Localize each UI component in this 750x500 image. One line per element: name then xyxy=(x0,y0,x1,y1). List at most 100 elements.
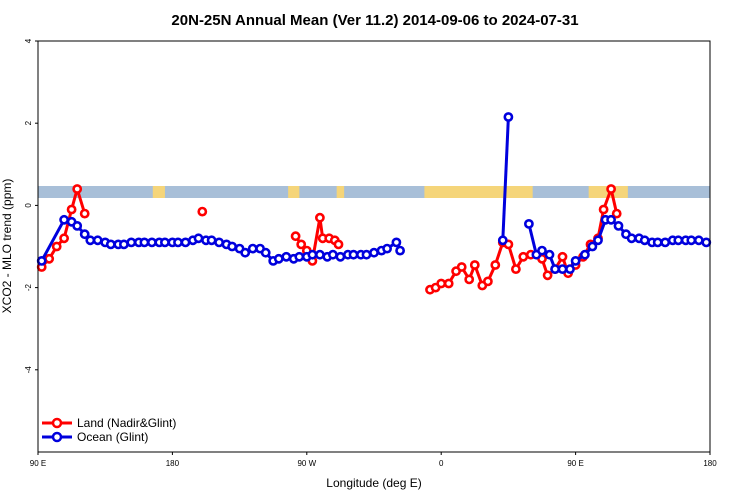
data-point-ocean xyxy=(503,112,514,122)
data-point-ocean xyxy=(613,220,624,231)
data-point-land xyxy=(197,206,208,217)
data-point-ocean xyxy=(327,249,338,260)
data-point-ocean xyxy=(79,229,90,240)
data-point-ocean xyxy=(660,237,671,248)
data-point-land xyxy=(469,260,480,270)
data-point-land xyxy=(436,278,447,289)
data-point-land xyxy=(598,204,609,215)
data-point-ocean xyxy=(686,235,697,246)
data-point-ocean xyxy=(72,220,83,231)
chart-title: 20N-25N Annual Mean (Ver 11.2) 2014-09-0… xyxy=(171,12,578,29)
data-point-land xyxy=(490,260,501,270)
data-point-ocean xyxy=(361,249,372,260)
legend-land-label: Land (Nadir&Glint) xyxy=(77,416,176,430)
data-point-ocean xyxy=(36,255,47,266)
data-point-ocean xyxy=(701,237,712,248)
data-point-ocean xyxy=(524,218,534,229)
data-point-land xyxy=(482,276,493,287)
data-point-ocean xyxy=(369,247,379,258)
x-tick-label: 90 W xyxy=(297,459,316,468)
data-point-ocean xyxy=(119,239,129,250)
data-point-land xyxy=(44,253,55,264)
data-point-ocean xyxy=(537,245,547,256)
data-point-ocean xyxy=(652,237,663,248)
y-tick-label: -4 xyxy=(24,366,33,374)
data-point-ocean xyxy=(214,237,224,248)
data-point-ocean xyxy=(570,255,581,266)
data-point-land xyxy=(611,208,622,219)
legend-land-marker xyxy=(51,417,63,429)
axes: 90 E 180 90 W 0 90 E 180 4 2 0 -2 -4 xyxy=(24,38,717,468)
data-point-ocean xyxy=(593,235,603,246)
data-point-ocean xyxy=(193,233,204,244)
data-point-ocean xyxy=(606,214,616,225)
data-point-ocean xyxy=(395,245,405,256)
data-point-ocean xyxy=(580,249,590,260)
legend: Land (Nadir&Glint) Ocean (Glint) xyxy=(42,416,176,444)
x-axis-label: Longitude (deg E) xyxy=(326,476,421,490)
data-point-ocean xyxy=(273,253,284,264)
data-point-land xyxy=(66,204,77,215)
series-line-ocean xyxy=(501,116,510,241)
x-tick-label: 180 xyxy=(703,459,717,468)
data-point-ocean xyxy=(587,241,598,252)
legend-ocean-label: Ocean (Glint) xyxy=(77,430,148,444)
data-point-ocean xyxy=(105,239,116,250)
data-point-land xyxy=(59,233,69,244)
data-point-ocean xyxy=(59,214,69,225)
land-band-segment xyxy=(424,186,533,198)
data-point-ocean xyxy=(565,264,575,274)
data-point-land xyxy=(72,184,83,194)
data-point-ocean xyxy=(307,249,318,260)
land-band-segment xyxy=(336,186,345,198)
data-point-ocean xyxy=(391,237,402,248)
data-point-land xyxy=(542,270,553,281)
data-series xyxy=(36,112,712,295)
data-point-land xyxy=(443,278,454,289)
land-band-segment xyxy=(152,186,165,198)
plot-frame xyxy=(37,40,711,453)
data-point-ocean xyxy=(240,247,251,258)
legend-entry-ocean: Ocean (Glint) xyxy=(42,430,148,444)
y-axis-label: XCO2 - MLO trend (ppm) xyxy=(0,179,14,314)
data-point-land xyxy=(518,251,529,262)
data-point-land xyxy=(511,264,521,274)
data-point-ocean xyxy=(544,249,555,260)
data-point-ocean xyxy=(497,235,508,246)
data-point-ocean xyxy=(557,264,568,274)
data-point-ocean xyxy=(227,241,237,252)
x-tick-label: 90 E xyxy=(567,459,583,468)
data-point-ocean xyxy=(126,237,137,248)
data-point-land xyxy=(456,262,467,272)
data-point-ocean xyxy=(139,237,150,248)
series-ocean xyxy=(36,112,712,274)
y-tick-label: 0 xyxy=(24,203,33,208)
data-point-ocean xyxy=(206,235,217,246)
data-point-ocean xyxy=(294,251,305,262)
land-band-segment xyxy=(288,186,300,198)
x-tick-label: 0 xyxy=(439,459,444,468)
data-point-ocean xyxy=(693,235,704,246)
y-tick-label: 4 xyxy=(24,38,33,43)
data-point-land xyxy=(314,212,325,223)
data-point-ocean xyxy=(335,251,346,262)
data-point-land xyxy=(51,241,62,252)
data-point-ocean xyxy=(626,233,637,244)
y-tick-label: -2 xyxy=(24,283,33,291)
data-point-land xyxy=(296,239,307,250)
data-point-ocean xyxy=(382,243,392,254)
legend-ocean-marker xyxy=(51,431,63,443)
x-tick-label: 90 E xyxy=(30,459,46,468)
data-point-ocean xyxy=(260,247,271,258)
data-point-land xyxy=(606,184,616,194)
legend-entry-land: Land (Nadir&Glint) xyxy=(42,416,176,430)
data-point-ocean xyxy=(281,251,292,262)
x-tick-label: 180 xyxy=(166,459,180,468)
ocean-band xyxy=(38,186,710,198)
data-point-ocean xyxy=(159,237,170,248)
data-point-ocean xyxy=(173,237,183,248)
data-point-land xyxy=(290,231,301,242)
data-point-land xyxy=(79,208,90,219)
data-point-land xyxy=(464,274,475,285)
